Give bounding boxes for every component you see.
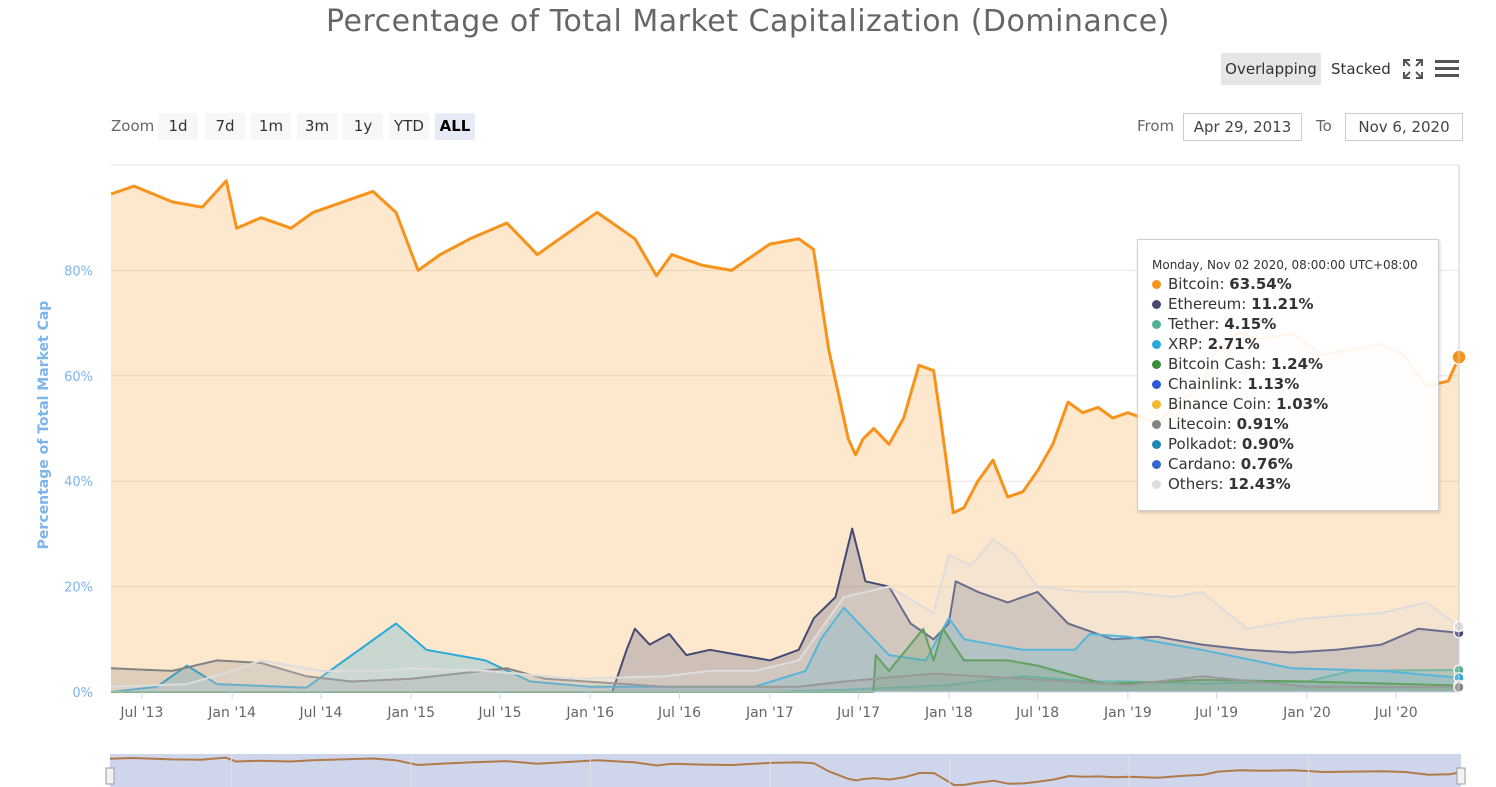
series-area-litecoin [111,660,1459,692]
tooltip-series-value: 1.24% [1271,355,1324,373]
chart-title: Percentage of Total Market Capitalizatio… [326,4,1170,39]
x-tick-label: Jan '14 [207,705,256,721]
series-line-ethereum[interactable] [111,527,1460,693]
x-tick-label: Jul '20 [1374,705,1418,721]
tooltip-row: Bitcoin Cash: 1.24% [1152,354,1438,374]
zoom-1d-button[interactable]: 1d [158,113,198,140]
zoom-all-button[interactable]: ALL [435,113,475,140]
series-area-bitcoin-cash [111,628,1459,692]
y-tick-label: 20% [64,581,93,596]
x-tick-label: Jul '17 [836,705,880,721]
tooltip-series-value: 0.90% [1241,435,1294,453]
tooltip-date: Monday, Nov 02 2020, 08:00:00 UTC+08:00 [1152,258,1418,272]
navigator-handle-left[interactable] [105,767,115,785]
tooltip-series-name: Tether [1168,315,1215,333]
y-tick-label: 40% [64,475,93,490]
tooltip-series-name: Chainlink [1168,375,1238,393]
fullscreen-icon[interactable] [1402,58,1424,80]
zoom-3m-button[interactable]: 3m [297,113,337,140]
series-area-bitcoin [111,180,1459,693]
legend-dot-icon [1152,400,1161,409]
zoom-7d-button[interactable]: 7d [205,113,245,140]
from-date-input[interactable]: Apr 29, 2013 [1183,113,1302,141]
tooltip-series-value: 1.13% [1247,375,1300,393]
x-tick-label: Jul '13 [119,705,163,721]
tooltip-series-name: Bitcoin Cash [1168,355,1262,373]
legend-dot-icon [1152,440,1161,449]
series-area-xrp [111,607,1459,692]
tooltip-row: XRP: 2.71% [1152,334,1438,354]
navigator-handle-right[interactable] [1456,767,1466,785]
x-tick-label: Jan '18 [924,705,973,721]
tooltip-series-name: Binance Coin [1168,395,1267,413]
legend-dot-icon [1152,320,1161,329]
series-area-others [111,539,1459,692]
tooltip-series-value: 2.71% [1207,335,1260,353]
legend-dot-icon [1152,480,1161,489]
tooltip-row: Bitcoin: 63.54% [1152,274,1438,294]
tooltip-row: Others: 12.43% [1152,474,1438,494]
series-area-ethereum [111,528,1459,692]
series-line-others[interactable] [110,538,1460,688]
x-tick-label: Jan '16 [565,705,614,721]
to-date-input[interactable]: Nov 6, 2020 [1345,113,1463,141]
tooltip-series-name: Cardano [1168,455,1231,473]
tooltip-series-value: 63.54% [1229,275,1292,293]
x-tick-label: Jul '19 [1194,705,1238,721]
series-area-tether [111,670,1459,692]
zoom-ytd-button[interactable]: YTD [389,113,429,140]
tooltip-row: Tether: 4.15% [1152,314,1438,334]
from-label: From [1137,117,1175,135]
overlapping-button[interactable]: Overlapping [1221,53,1321,85]
x-tick-label: Jan '20 [1282,705,1331,721]
x-tick-label: Jul '18 [1015,705,1059,721]
series-line-bitcoin-cash[interactable] [111,627,1460,693]
x-tick-label: Jan '19 [1103,705,1152,721]
tooltip-row: Binance Coin: 1.03% [1152,394,1438,414]
tooltip-row: Chainlink: 1.13% [1152,374,1438,394]
chart-tooltip: Monday, Nov 02 2020, 08:00:00 UTC+08:00 … [1137,239,1439,511]
x-tick-label: Jan '15 [386,705,435,721]
x-tick-label: Jan '17 [745,705,794,721]
series-line-xrp[interactable] [110,606,1460,693]
tooltip-series-name: Litecoin [1168,415,1227,433]
x-tick-label: Jul '15 [477,705,521,721]
tooltip-series-name: XRP [1168,335,1198,353]
legend-dot-icon [1152,300,1161,309]
tooltip-series-value: 1.03% [1276,395,1329,413]
tooltip-series-value: 11.21% [1251,295,1314,313]
zoom-1y-button[interactable]: 1y [343,113,383,140]
x-tick-label: Jul '14 [298,705,342,721]
navigator-series-line [109,756,1462,787]
tooltip-series-value: 4.15% [1224,315,1277,333]
tooltip-series-value: 0.76% [1240,455,1293,473]
hamburger-menu-icon[interactable] [1435,58,1459,80]
legend-dot-icon [1152,460,1161,469]
tooltip-series-name: Others [1168,475,1219,493]
legend-dot-icon [1152,420,1161,429]
y-tick-label: 0% [72,686,93,701]
tooltip-row: Litecoin: 0.91% [1152,414,1438,434]
y-tick-label: 60% [64,370,93,385]
legend-dot-icon [1152,280,1161,289]
legend-dot-icon [1152,380,1161,389]
tooltip-series-value: 12.43% [1228,475,1291,493]
y-tick-label: 80% [64,264,93,279]
tooltip-series-name: Bitcoin [1168,275,1220,293]
zoom-label: Zoom [111,117,155,135]
legend-dot-icon [1152,340,1161,349]
tooltip-series-name: Polkadot [1168,435,1233,453]
tooltip-row: Polkadot: 0.90% [1152,434,1438,454]
tooltip-row: Cardano: 0.76% [1152,454,1438,474]
stacked-button[interactable]: Stacked [1331,60,1391,78]
tooltip-row: Ethereum: 11.21% [1152,294,1438,314]
to-label: To [1316,117,1332,135]
tooltip-series-value: 0.91% [1236,415,1289,433]
x-tick-label: Jul '16 [657,705,701,721]
y-axis-title: Percentage of Total Market Cap [36,301,52,550]
legend-dot-icon [1152,360,1161,369]
zoom-1m-button[interactable]: 1m [251,113,291,140]
tooltip-series-name: Ethereum [1168,295,1242,313]
